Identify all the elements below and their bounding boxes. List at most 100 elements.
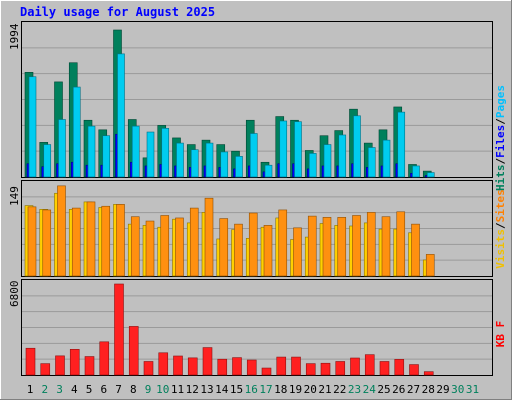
bar-sites-day-11: [175, 217, 184, 277]
bar-sites-day-24: [366, 212, 376, 277]
bar-pages-day-12: [190, 149, 199, 178]
day-label-1: 1: [27, 383, 34, 396]
day-label-21: 21: [318, 383, 331, 396]
bar-pages-day-1: [28, 76, 37, 178]
hits-legend-part: /: [494, 118, 507, 125]
bar-pages-day-28: [426, 172, 435, 178]
day-label-19: 19: [289, 383, 302, 396]
bar-pages-day-4: [72, 86, 81, 178]
bar-sites-day-25: [381, 216, 391, 277]
day-label-29: 29: [436, 383, 449, 396]
bar-pages-day-7: [117, 53, 125, 178]
visits-legend-part: /: [494, 222, 507, 229]
day-labels: 1 2 3 4 5 6 7 8 9 10 11 12 13 14 15 16 17 18 19 20 21 22 23 24 2…: [27, 383, 479, 396]
hits-legend: Hits/Files/Pages: [494, 85, 507, 191]
day-label-15: 15: [230, 383, 243, 396]
bar-sites-day-1: [27, 206, 37, 277]
day-label-6: 6: [100, 383, 107, 396]
day-label-23: 23: [348, 383, 361, 396]
bar-kb-f-day-12: [187, 357, 198, 376]
bar-kb-f-day-26: [394, 359, 405, 376]
bar-kb-f-day-16: [246, 359, 257, 376]
bar-pages-day-13: [205, 142, 214, 178]
day-label-12: 12: [186, 383, 199, 396]
bar-pages-day-26: [397, 111, 406, 178]
day-label-10: 10: [156, 383, 169, 396]
hits-legend-part: Hits: [494, 165, 507, 192]
bar-kb-f-day-22: [335, 361, 346, 376]
bar-kb-f-day-10: [158, 352, 169, 376]
bar-sites-day-8: [130, 216, 140, 277]
day-label-18: 18: [274, 383, 287, 396]
bar-pages-day-23: [353, 115, 361, 178]
day-label-27: 27: [407, 383, 420, 396]
bar-sites-day-13: [204, 197, 214, 277]
bar-sites-day-7: [116, 204, 125, 277]
hits-scale-label: 1994: [8, 23, 21, 50]
day-label-25: 25: [377, 383, 390, 396]
bar-sites-day-21: [322, 217, 332, 277]
day-label-30: 30: [451, 383, 464, 396]
bar-sites-day-3: [57, 185, 66, 277]
day-label-5: 5: [86, 383, 93, 396]
bar-pages-day-11: [176, 142, 184, 178]
bar-sites-day-14: [219, 218, 229, 277]
bar-sites-day-6: [101, 205, 111, 277]
bar-sites-day-28: [425, 254, 435, 277]
bar-kb-f-day-14: [217, 358, 228, 376]
bar-pages-day-3: [58, 119, 66, 178]
bar-sites-day-20: [307, 215, 317, 277]
bar-pages-day-2: [43, 144, 52, 178]
bar-pages-day-24: [367, 147, 376, 178]
hits-legend-part: Pages: [494, 85, 507, 118]
bar-kb-f-day-3: [55, 355, 65, 376]
bar-sites-day-10: [160, 215, 170, 277]
visits-legend-part: Visits: [494, 229, 507, 269]
bar-kb-f-day-24: [364, 354, 375, 376]
bar-sites-day-27: [411, 223, 420, 277]
bar-pages-day-20: [308, 153, 317, 178]
bar-pages-day-25: [382, 139, 391, 178]
bar-sites-day-15: [234, 223, 243, 277]
bar-kb-f-day-19: [291, 356, 301, 376]
bar-kb-f-day-4: [69, 349, 80, 376]
day-label-16: 16: [245, 383, 258, 396]
bar-pages-day-10: [161, 128, 170, 178]
bar-pages-day-15: [235, 156, 243, 178]
bar-pages-day-19: [294, 121, 302, 178]
bar-pages-day-6: [102, 135, 111, 178]
bar-pages-day-17: [264, 164, 273, 178]
day-label-4: 4: [71, 383, 78, 396]
day-label-2: 2: [41, 383, 48, 396]
day-label-8: 8: [130, 383, 137, 396]
day-label-7: 7: [115, 383, 122, 396]
bar-pages-day-18: [279, 120, 288, 178]
day-label-3: 3: [56, 383, 63, 396]
visits-legend-part: Sites: [494, 189, 507, 222]
bar-sites-day-22: [337, 217, 347, 277]
hits-legend-part: /: [494, 158, 507, 165]
day-label-13: 13: [200, 383, 213, 396]
bar-pages-day-9: [146, 131, 155, 178]
bar-pages-day-5: [87, 125, 96, 178]
bar-sites-day-23: [352, 215, 361, 277]
day-label-17: 17: [259, 383, 272, 396]
bar-kb-f-day-6: [99, 341, 110, 376]
bar-kb-f-day-1: [25, 347, 36, 376]
kbytes-legend-part: KB F: [494, 321, 507, 348]
bar-sites-day-2: [42, 209, 52, 277]
bar-pages-day-16: [249, 133, 258, 178]
bar-sites-day-12: [189, 207, 199, 277]
chart-title: Daily usage for August 2025: [20, 5, 215, 19]
bar-sites-day-18: [278, 209, 288, 277]
bar-kb-f-day-5: [84, 356, 95, 376]
day-label-31: 31: [466, 383, 479, 396]
bar-kb-f-day-11: [173, 355, 183, 376]
bar-sites-day-26: [396, 211, 406, 277]
bar-kb-f-day-7: [114, 283, 124, 376]
bar-kb-f-day-15: [232, 357, 242, 376]
bar-pages-day-22: [338, 134, 347, 178]
bar-pages-day-14: [220, 151, 229, 178]
bar-sites-day-5: [86, 201, 96, 277]
visits-legend: Visits/Sites: [494, 189, 507, 269]
